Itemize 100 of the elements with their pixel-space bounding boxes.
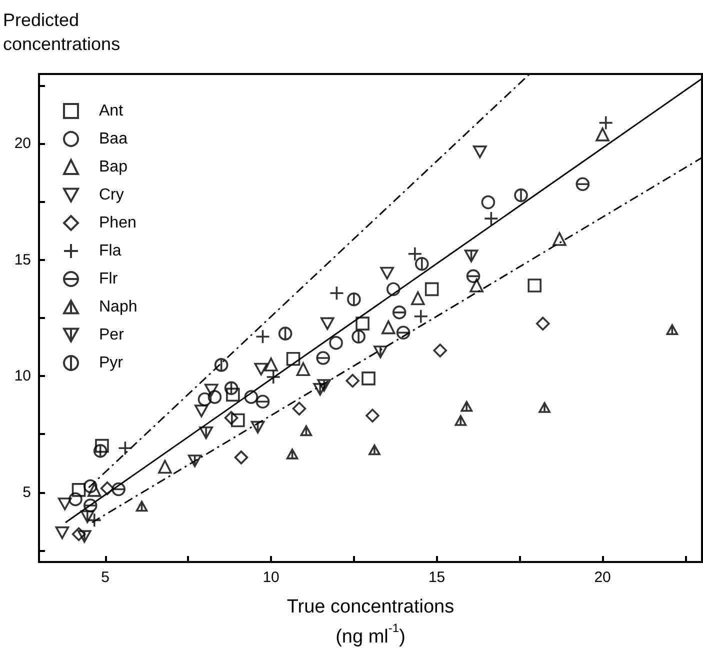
point	[231, 413, 245, 428]
x-tick-label: 20	[594, 569, 611, 586]
point	[472, 146, 487, 158]
point	[199, 426, 213, 440]
point	[362, 372, 376, 386]
point	[413, 308, 428, 324]
point	[356, 316, 370, 330]
point	[136, 500, 148, 512]
point	[346, 374, 360, 388]
legend-label: Flr	[99, 270, 118, 288]
point	[256, 394, 270, 409]
point	[380, 266, 394, 280]
point	[374, 346, 388, 358]
point	[433, 344, 448, 358]
legend-label: Bap	[99, 158, 128, 176]
point	[86, 512, 102, 528]
point	[112, 482, 126, 496]
point	[208, 390, 222, 404]
point	[392, 306, 406, 320]
y-tick-label: 15	[14, 251, 31, 268]
point	[552, 232, 566, 246]
point	[255, 329, 270, 344]
point	[55, 526, 70, 540]
point	[194, 404, 208, 418]
point	[286, 352, 300, 366]
point	[214, 358, 228, 372]
point	[118, 440, 133, 456]
point	[300, 425, 312, 436]
point	[576, 177, 590, 191]
point	[366, 408, 380, 422]
point	[250, 420, 265, 434]
legend-label: Phen	[99, 214, 136, 232]
point	[198, 392, 212, 406]
legend-label: Cry	[99, 186, 124, 204]
point	[536, 316, 550, 330]
point	[329, 336, 343, 350]
point	[396, 326, 410, 340]
point	[481, 195, 496, 210]
point	[78, 530, 92, 543]
point	[87, 483, 102, 497]
point	[264, 358, 278, 372]
x-tick-label: 10	[262, 569, 280, 586]
point	[80, 510, 94, 523]
point	[93, 444, 108, 458]
point	[72, 527, 86, 542]
point	[226, 388, 240, 402]
point	[466, 269, 480, 284]
y-tick-label: 20	[14, 135, 31, 152]
point	[538, 402, 550, 413]
legend-label: Fla	[99, 242, 122, 260]
point	[316, 351, 330, 365]
point	[83, 498, 98, 512]
legend-label: Baa	[99, 130, 128, 148]
legend-label: Per	[99, 326, 125, 344]
point	[234, 450, 248, 464]
point	[329, 286, 344, 301]
point	[95, 438, 109, 453]
x-tick-label: 5	[101, 569, 110, 586]
point	[72, 483, 86, 497]
point	[266, 370, 281, 384]
point	[254, 362, 268, 376]
point	[454, 415, 467, 426]
point	[100, 481, 114, 496]
point	[470, 278, 484, 292]
point	[204, 384, 218, 396]
point	[158, 460, 172, 474]
point	[598, 115, 614, 130]
point	[352, 330, 366, 344]
legend-label: Pyr	[99, 354, 124, 372]
point	[666, 324, 678, 336]
y-axis-title: Predicted concentrations	[3, 10, 120, 54]
point	[224, 411, 238, 425]
point	[484, 211, 499, 226]
point	[286, 448, 298, 460]
point	[408, 246, 422, 262]
point	[368, 444, 380, 456]
legend-label: Naph	[99, 298, 138, 316]
point	[596, 128, 610, 142]
point	[514, 188, 528, 202]
point	[347, 292, 361, 306]
point	[58, 498, 72, 510]
point	[83, 479, 98, 494]
y-tick-label: 10	[14, 368, 31, 385]
y-tick-label: 5	[22, 484, 31, 501]
point	[528, 278, 542, 292]
point	[292, 402, 306, 416]
point	[460, 400, 473, 412]
point	[386, 282, 400, 296]
point	[320, 317, 334, 330]
point	[278, 326, 292, 340]
point	[382, 320, 396, 334]
point	[411, 291, 425, 306]
point	[188, 454, 202, 468]
point	[317, 379, 331, 392]
point	[464, 250, 478, 262]
point	[424, 282, 439, 296]
point	[244, 390, 258, 404]
point	[296, 362, 310, 376]
point	[68, 492, 82, 506]
point	[313, 383, 328, 396]
